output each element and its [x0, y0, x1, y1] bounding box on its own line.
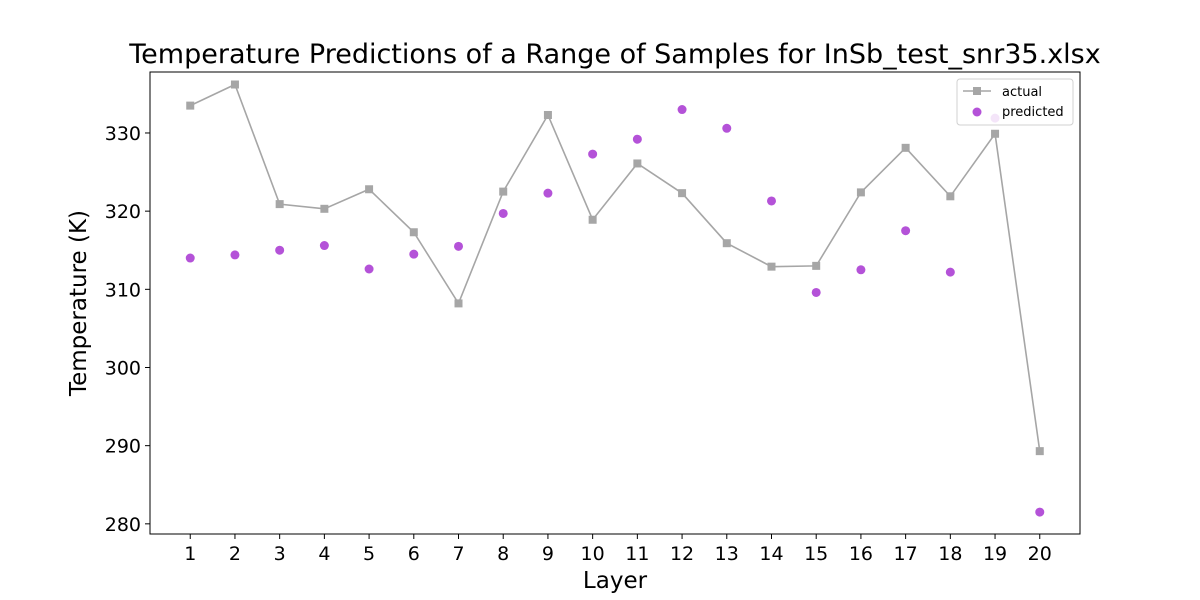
actual-point	[1035, 447, 1044, 456]
predicted-point	[901, 226, 911, 236]
actual-series-line	[189, 83, 1041, 452]
y-axis: 280 290 300 310 320 330	[105, 123, 150, 536]
x-tick-label: 13	[715, 543, 739, 565]
actual-point	[588, 215, 597, 224]
predicted-point	[409, 249, 419, 259]
x-tick-label: 19	[983, 543, 1007, 565]
actual-point	[633, 159, 642, 168]
x-tick-label: 16	[849, 543, 873, 565]
x-axis-label: Layer	[583, 568, 648, 594]
x-tick-label: 12	[670, 543, 694, 565]
predicted-point	[319, 241, 329, 251]
actual-point	[543, 110, 552, 119]
legend-actual-marker	[973, 87, 981, 95]
plot-frame	[149, 71, 1081, 535]
x-tick-label: 8	[497, 543, 509, 565]
plot-area: 1 2 3 4 5 6 7 8 9 10 11 12 13 14 15 16 17 18 19 20 28029030…	[105, 71, 1081, 565]
x-tick-label: 18	[938, 543, 962, 565]
actual-point	[409, 228, 418, 237]
actual-point	[946, 192, 955, 201]
y-tick-label: 300	[105, 357, 141, 379]
x-tick-label: 2	[229, 543, 241, 565]
predicted-point	[766, 196, 776, 206]
x-tick-label: 17	[894, 543, 918, 565]
actual-point	[275, 200, 284, 209]
actual-point	[678, 189, 687, 198]
predicted-point	[945, 267, 955, 277]
x-tick-label: 3	[274, 543, 286, 565]
y-tick-label: 310	[105, 279, 141, 301]
predicted-point	[230, 250, 240, 260]
actual-point	[186, 101, 195, 110]
predicted-point	[856, 265, 866, 275]
chart-title: Temperature Predictions of a Range of Sa…	[128, 39, 1100, 70]
series-layer	[185, 80, 1045, 517]
actual-point	[901, 143, 910, 152]
y-tick-label: 330	[105, 123, 141, 145]
x-tick-label: 20	[1028, 543, 1052, 565]
predicted-point	[588, 149, 598, 159]
x-tick-label: 11	[625, 543, 649, 565]
predicted-point	[454, 241, 464, 251]
x-tick-label: 1	[184, 543, 196, 565]
x-tick-label: 5	[363, 543, 375, 565]
actual-point	[320, 204, 329, 213]
x-tick-label: 6	[408, 543, 420, 565]
predicted-point	[364, 264, 374, 274]
predicted-point	[632, 134, 642, 144]
predicted-point	[811, 287, 821, 297]
predicted-point	[677, 105, 687, 115]
predicted-point	[275, 245, 285, 255]
actual-point	[767, 262, 776, 271]
y-axis-label: Temperature (K)	[66, 210, 92, 397]
y-tick-label: 280	[105, 514, 141, 536]
legend-predicted-marker	[972, 107, 982, 117]
predicted-point	[722, 123, 732, 133]
actual-point	[365, 185, 374, 194]
y-tick-label: 290	[105, 436, 141, 458]
predicted-point	[498, 208, 508, 218]
x-tick-label: 10	[581, 543, 605, 565]
actual-point	[812, 261, 821, 270]
actual-point	[991, 129, 1000, 138]
y-tick-label: 320	[105, 201, 141, 223]
actual-point	[230, 80, 239, 89]
actual-point	[454, 299, 463, 308]
predicted-point	[1035, 507, 1045, 517]
legend: actual predicted	[956, 78, 1074, 126]
x-tick-label: 15	[804, 543, 828, 565]
predicted-point	[185, 253, 195, 263]
predicted-point	[543, 188, 553, 198]
x-tick-label: 4	[318, 543, 330, 565]
legend-predicted-label: predicted	[1002, 105, 1064, 120]
actual-point	[499, 187, 508, 196]
legend-actual-label: actual	[1002, 85, 1042, 100]
actual-point	[856, 188, 865, 197]
x-tick-label: 14	[759, 543, 783, 565]
x-axis: 1 2 3 4 5 6 7 8 9 10 11 12 13 14 15 16 17 18 19 20	[184, 534, 1052, 565]
x-tick-label: 9	[542, 543, 554, 565]
x-tick-label: 7	[452, 543, 464, 565]
actual-point	[722, 239, 731, 248]
